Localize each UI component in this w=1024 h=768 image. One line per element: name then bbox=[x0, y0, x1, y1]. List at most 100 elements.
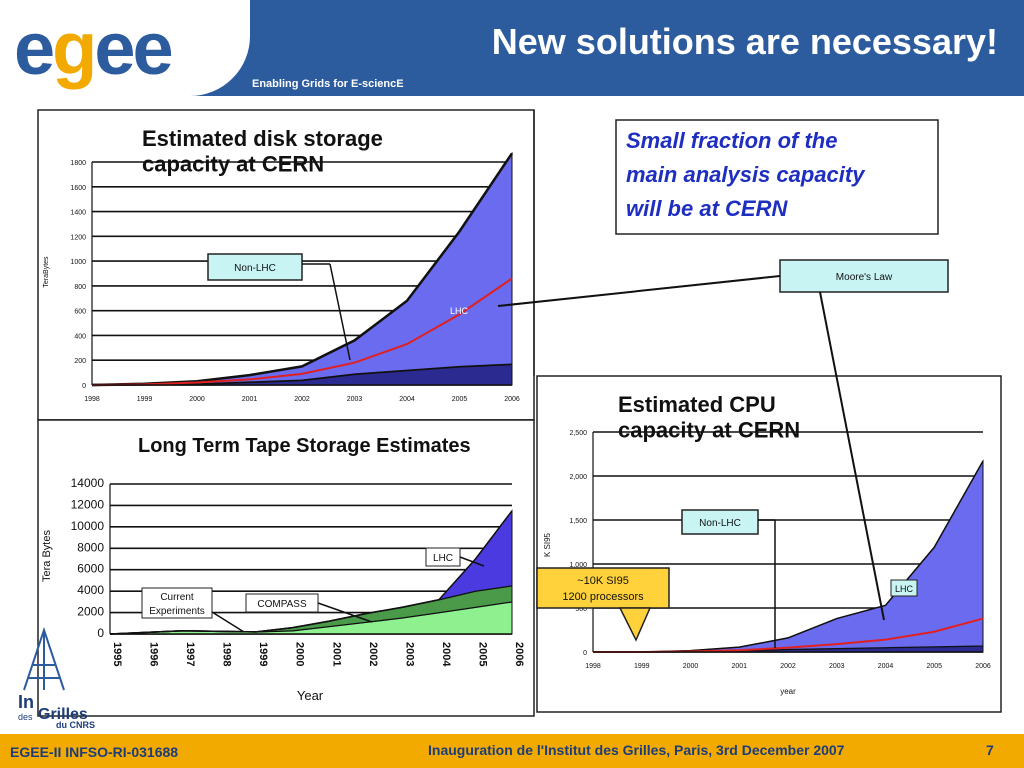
x-tick-label: 1999 bbox=[137, 396, 153, 403]
egee-logo: egee bbox=[14, 7, 174, 90]
cpu-nonlhc-label-box bbox=[681, 509, 759, 535]
x-tick-label: 2000 bbox=[294, 642, 306, 666]
y-tick-label: 1,500 bbox=[569, 518, 587, 525]
x-tick-label: 1998 bbox=[585, 663, 601, 670]
x-axis-label: Year bbox=[297, 688, 324, 703]
y-tick-label: 500 bbox=[575, 606, 587, 613]
x-tick-label: 1999 bbox=[634, 663, 650, 670]
chart-0: 0 200 400 600 800 1000 1200 1400 1600 1800 1998 199… bbox=[43, 126, 520, 403]
logo-text-in: In bbox=[18, 692, 34, 712]
x-tick-label: 1998 bbox=[221, 642, 233, 666]
x-tick-label: 2005 bbox=[452, 396, 468, 403]
y-axis-label: K SI95 bbox=[543, 532, 552, 557]
x-tick-label: 2002 bbox=[780, 663, 796, 670]
y-tick-label: 600 bbox=[74, 309, 86, 316]
y-tick-label: 4000 bbox=[77, 583, 104, 597]
y-tick-label: 800 bbox=[74, 284, 86, 291]
x-tick-label: 1997 bbox=[184, 642, 196, 666]
tape-lhc-label: LHC bbox=[433, 553, 453, 564]
cpu-annotation-text: ~10K SI95 bbox=[577, 575, 629, 587]
y-tick-label: 400 bbox=[74, 333, 86, 340]
x-tick-label: 2005 bbox=[476, 642, 488, 666]
x-tick-label: 2001 bbox=[242, 396, 258, 403]
y-tick-label: 1,000 bbox=[569, 562, 587, 569]
x-tick-label: 1999 bbox=[257, 642, 269, 666]
page-title: New solutions are necessary! bbox=[491, 21, 998, 62]
x-tick-label: 2006 bbox=[504, 396, 520, 403]
cpu-annotation-box bbox=[536, 567, 670, 609]
disk-lhc-label: LHC bbox=[450, 306, 469, 316]
chart-title: capacity at CERN bbox=[142, 151, 324, 176]
x-tick-label: 2004 bbox=[878, 663, 894, 670]
tagline: Enabling Grids for E-sciencE bbox=[252, 78, 404, 90]
cpu-annotation-pointer bbox=[618, 607, 652, 642]
disk-nonlhc-label-box bbox=[207, 253, 303, 281]
callout-box bbox=[615, 119, 939, 235]
footer-event: Inauguration de l'Institut des Grilles, … bbox=[428, 742, 845, 758]
chart-title: Estimated CPU bbox=[618, 392, 776, 417]
chart-1: 0 2000 4000 6000 8000 10000 12000 14000 1995 1996… bbox=[41, 435, 525, 703]
x-tick-label: 2003 bbox=[403, 642, 415, 666]
y-tick-label: 1600 bbox=[70, 185, 86, 192]
x-tick-label: 2003 bbox=[347, 396, 363, 403]
callout-line: Small fraction of the bbox=[626, 128, 837, 153]
y-tick-label: 6000 bbox=[77, 562, 104, 576]
header-bar: egee New solutions are necessary! Enabli… bbox=[0, 0, 1024, 96]
tape-panel-frame bbox=[37, 419, 535, 717]
y-tick-label: 8000 bbox=[77, 540, 104, 554]
x-tick-label: 2003 bbox=[829, 663, 845, 670]
y-tick-label: 1200 bbox=[70, 234, 86, 241]
y-tick-label: 2000 bbox=[77, 605, 104, 619]
cpu-annotation-text: 1200 processors bbox=[562, 591, 644, 603]
chart-title: Estimated disk storage bbox=[142, 126, 383, 151]
institut-grilles-logo: In des Grilles du CNRS bbox=[14, 620, 114, 732]
y-tick-label: 1800 bbox=[70, 160, 86, 167]
grid-icon bbox=[23, 626, 65, 691]
y-tick-label: 1000 bbox=[70, 259, 86, 266]
y-tick-label: 0 bbox=[82, 383, 86, 390]
chart-2: 0 500 1,000 1,500 2,000 2,500 1998 1999 2000 2001… bbox=[543, 392, 991, 696]
y-tick-label: 200 bbox=[74, 358, 86, 365]
footer-project-id: EGEE-II INFSO-RI-031688 bbox=[10, 744, 179, 760]
tape-compass-label: COMPASS bbox=[257, 599, 307, 610]
x-tick-label: 2000 bbox=[683, 663, 699, 670]
x-tick-label: 2000 bbox=[189, 396, 205, 403]
pointer-line bbox=[329, 263, 351, 361]
cpu-nonlhc-label-text: Non-LHC bbox=[699, 518, 741, 529]
x-tick-label: 2001 bbox=[731, 663, 747, 670]
moores-law-line bbox=[91, 277, 513, 386]
logo-text-des: des bbox=[18, 712, 33, 722]
pointer-line bbox=[459, 556, 485, 567]
moores-pointer bbox=[497, 275, 781, 307]
y-tick-label: 14000 bbox=[71, 476, 105, 490]
x-tick-label: 1998 bbox=[84, 396, 100, 403]
x-tick-label: 2006 bbox=[513, 642, 525, 666]
x-tick-label: 2006 bbox=[975, 663, 991, 670]
chart-title: Long Term Tape Storage Estimates bbox=[138, 435, 471, 457]
x-tick-label: 1996 bbox=[148, 642, 160, 666]
y-axis-label: Tera Bytes bbox=[41, 530, 53, 582]
cpu-lhc-box bbox=[890, 579, 918, 597]
x-tick-label: 2004 bbox=[440, 642, 452, 667]
footer-bar: EGEE-II INFSO-RI-031688 Inauguration de … bbox=[0, 734, 1024, 768]
x-tick-label: 2002 bbox=[367, 642, 379, 666]
logo-text-grilles: Grilles bbox=[38, 706, 88, 723]
chart-title: capacity at CERN bbox=[618, 417, 800, 442]
moores-pointer bbox=[819, 291, 885, 621]
x-tick-label: 2004 bbox=[399, 396, 415, 403]
moores-law-label-box bbox=[779, 259, 949, 293]
disk-nonlhc-label-text: Non-LHC bbox=[234, 263, 276, 274]
y-tick-label: 1400 bbox=[70, 210, 86, 217]
callout-line: will be at CERN bbox=[626, 196, 788, 221]
y-tick-label: 0 bbox=[97, 626, 104, 640]
x-tick-label: 2005 bbox=[926, 663, 942, 670]
pointer-line bbox=[317, 602, 373, 623]
logo-area: egee bbox=[0, 0, 250, 96]
callout-line: main analysis capacity bbox=[626, 162, 866, 187]
x-tick-label: 2002 bbox=[294, 396, 310, 403]
tape-current-label: Current bbox=[160, 592, 194, 603]
x-tick-label: 1995 bbox=[111, 642, 123, 666]
y-tick-label: 12000 bbox=[71, 497, 105, 511]
moores-law-label-text: Moore's Law bbox=[836, 272, 893, 283]
